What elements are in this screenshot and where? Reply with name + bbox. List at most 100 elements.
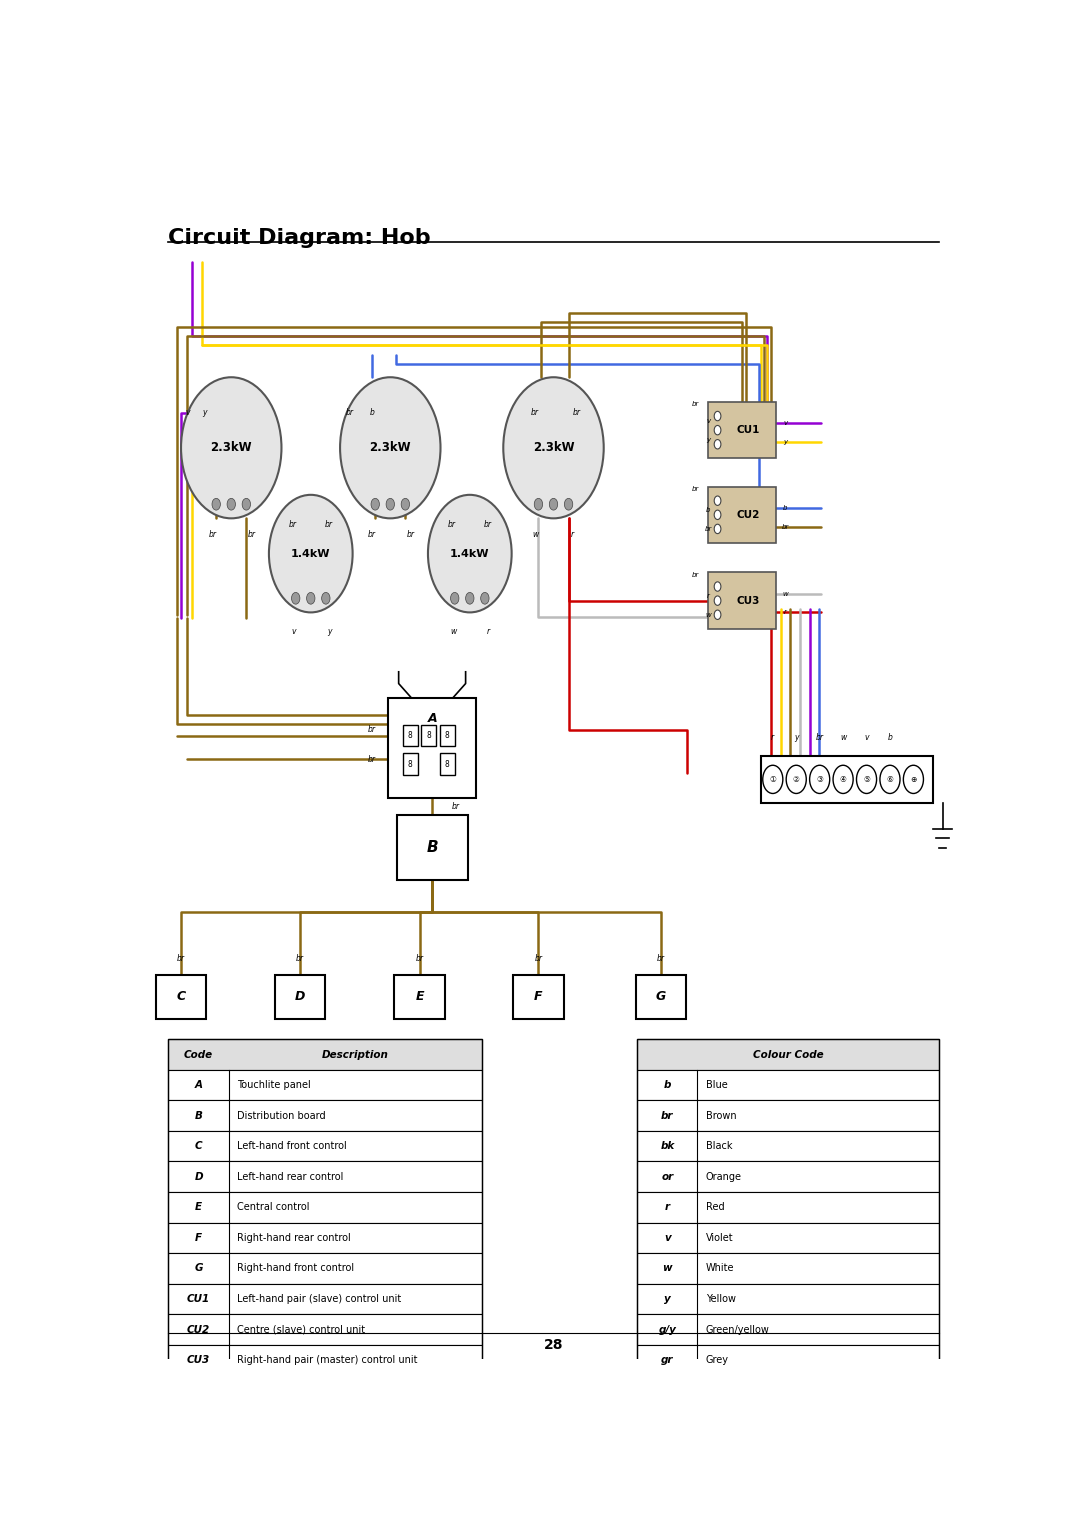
Text: br: br xyxy=(815,733,824,742)
Text: Orange: Orange xyxy=(706,1171,742,1182)
Text: CU2: CU2 xyxy=(737,510,760,519)
Text: ③: ③ xyxy=(816,774,823,783)
Text: Central control: Central control xyxy=(238,1202,310,1212)
Text: or: or xyxy=(661,1171,674,1182)
FancyBboxPatch shape xyxy=(513,974,564,1019)
Text: w: w xyxy=(532,530,538,539)
Text: br: br xyxy=(692,571,700,577)
Text: B: B xyxy=(427,840,438,855)
Text: E: E xyxy=(195,1202,202,1212)
Text: r: r xyxy=(665,1202,670,1212)
Text: Distribution board: Distribution board xyxy=(238,1110,326,1121)
Text: y: y xyxy=(706,437,711,443)
Text: ⑤: ⑤ xyxy=(863,774,870,783)
Text: Left-hand rear control: Left-hand rear control xyxy=(238,1171,343,1182)
FancyBboxPatch shape xyxy=(168,1254,483,1284)
Text: y: y xyxy=(664,1293,671,1304)
Text: gr: gr xyxy=(661,1354,674,1365)
Text: D: D xyxy=(295,991,305,1003)
Text: r: r xyxy=(487,626,489,635)
Text: E: E xyxy=(416,991,423,1003)
Circle shape xyxy=(714,524,720,533)
Text: b: b xyxy=(888,733,892,742)
Circle shape xyxy=(714,426,720,435)
Circle shape xyxy=(714,582,720,591)
FancyBboxPatch shape xyxy=(707,573,777,629)
Text: r: r xyxy=(784,609,787,615)
FancyBboxPatch shape xyxy=(403,753,418,774)
FancyBboxPatch shape xyxy=(168,1040,483,1070)
Text: br: br xyxy=(367,754,376,764)
Text: br: br xyxy=(346,408,354,417)
Text: CU1: CU1 xyxy=(187,1293,211,1304)
Circle shape xyxy=(714,440,720,449)
Text: y: y xyxy=(327,626,332,635)
Text: bk: bk xyxy=(660,1141,674,1151)
Text: br: br xyxy=(572,408,581,417)
Text: br: br xyxy=(535,953,542,962)
Text: Circuit Diagram: Hob: Circuit Diagram: Hob xyxy=(168,228,431,247)
Circle shape xyxy=(450,592,459,605)
Text: v: v xyxy=(292,626,296,635)
Text: 2.3kW: 2.3kW xyxy=(532,441,575,455)
Text: br: br xyxy=(531,408,539,417)
Text: F: F xyxy=(195,1232,202,1243)
Text: C: C xyxy=(194,1141,202,1151)
Circle shape xyxy=(535,498,542,510)
FancyBboxPatch shape xyxy=(635,974,686,1019)
Text: br: br xyxy=(451,802,460,811)
FancyBboxPatch shape xyxy=(707,487,777,544)
Text: A: A xyxy=(194,1080,203,1090)
Text: br: br xyxy=(447,519,456,528)
Text: CU1: CU1 xyxy=(737,425,760,435)
FancyBboxPatch shape xyxy=(156,974,206,1019)
Circle shape xyxy=(503,377,604,518)
Text: b: b xyxy=(663,1080,671,1090)
Text: y: y xyxy=(794,733,798,742)
Text: br: br xyxy=(296,953,303,962)
Text: 8: 8 xyxy=(408,759,413,768)
Text: 8: 8 xyxy=(427,731,431,741)
FancyBboxPatch shape xyxy=(637,1070,939,1101)
Text: Left-hand front control: Left-hand front control xyxy=(238,1141,347,1151)
Text: CU2: CU2 xyxy=(187,1324,211,1335)
Text: b: b xyxy=(706,507,711,513)
Text: B: B xyxy=(194,1110,203,1121)
Circle shape xyxy=(372,498,379,510)
Text: v: v xyxy=(706,418,711,425)
FancyBboxPatch shape xyxy=(637,1284,939,1315)
Text: Brown: Brown xyxy=(706,1110,737,1121)
Text: 2.3kW: 2.3kW xyxy=(369,441,411,455)
Text: r: r xyxy=(707,592,710,599)
Circle shape xyxy=(181,377,282,518)
FancyBboxPatch shape xyxy=(168,1101,483,1132)
Text: Red: Red xyxy=(706,1202,725,1212)
FancyBboxPatch shape xyxy=(637,1223,939,1254)
Circle shape xyxy=(307,592,315,605)
Text: v: v xyxy=(186,408,190,417)
Text: CU3: CU3 xyxy=(737,596,760,606)
Text: ①: ① xyxy=(769,774,777,783)
Text: ⑥: ⑥ xyxy=(887,774,893,783)
Text: CU3: CU3 xyxy=(187,1354,211,1365)
Text: v: v xyxy=(664,1232,671,1243)
FancyBboxPatch shape xyxy=(396,815,468,880)
Text: G: G xyxy=(656,991,665,1003)
Text: br: br xyxy=(484,519,492,528)
FancyBboxPatch shape xyxy=(637,1193,939,1223)
Text: w: w xyxy=(662,1263,672,1274)
Text: Right-hand rear control: Right-hand rear control xyxy=(238,1232,351,1243)
FancyBboxPatch shape xyxy=(394,974,445,1019)
FancyBboxPatch shape xyxy=(168,1193,483,1223)
Text: D: D xyxy=(194,1171,203,1182)
Text: w: w xyxy=(840,733,847,742)
Text: br: br xyxy=(782,524,789,530)
Circle shape xyxy=(269,495,352,612)
Text: ②: ② xyxy=(793,774,799,783)
Text: b: b xyxy=(369,408,375,417)
Text: Violet: Violet xyxy=(706,1232,733,1243)
FancyBboxPatch shape xyxy=(440,725,455,747)
Text: 2.3kW: 2.3kW xyxy=(211,441,252,455)
Text: r: r xyxy=(771,733,774,742)
Text: 28: 28 xyxy=(543,1338,564,1351)
